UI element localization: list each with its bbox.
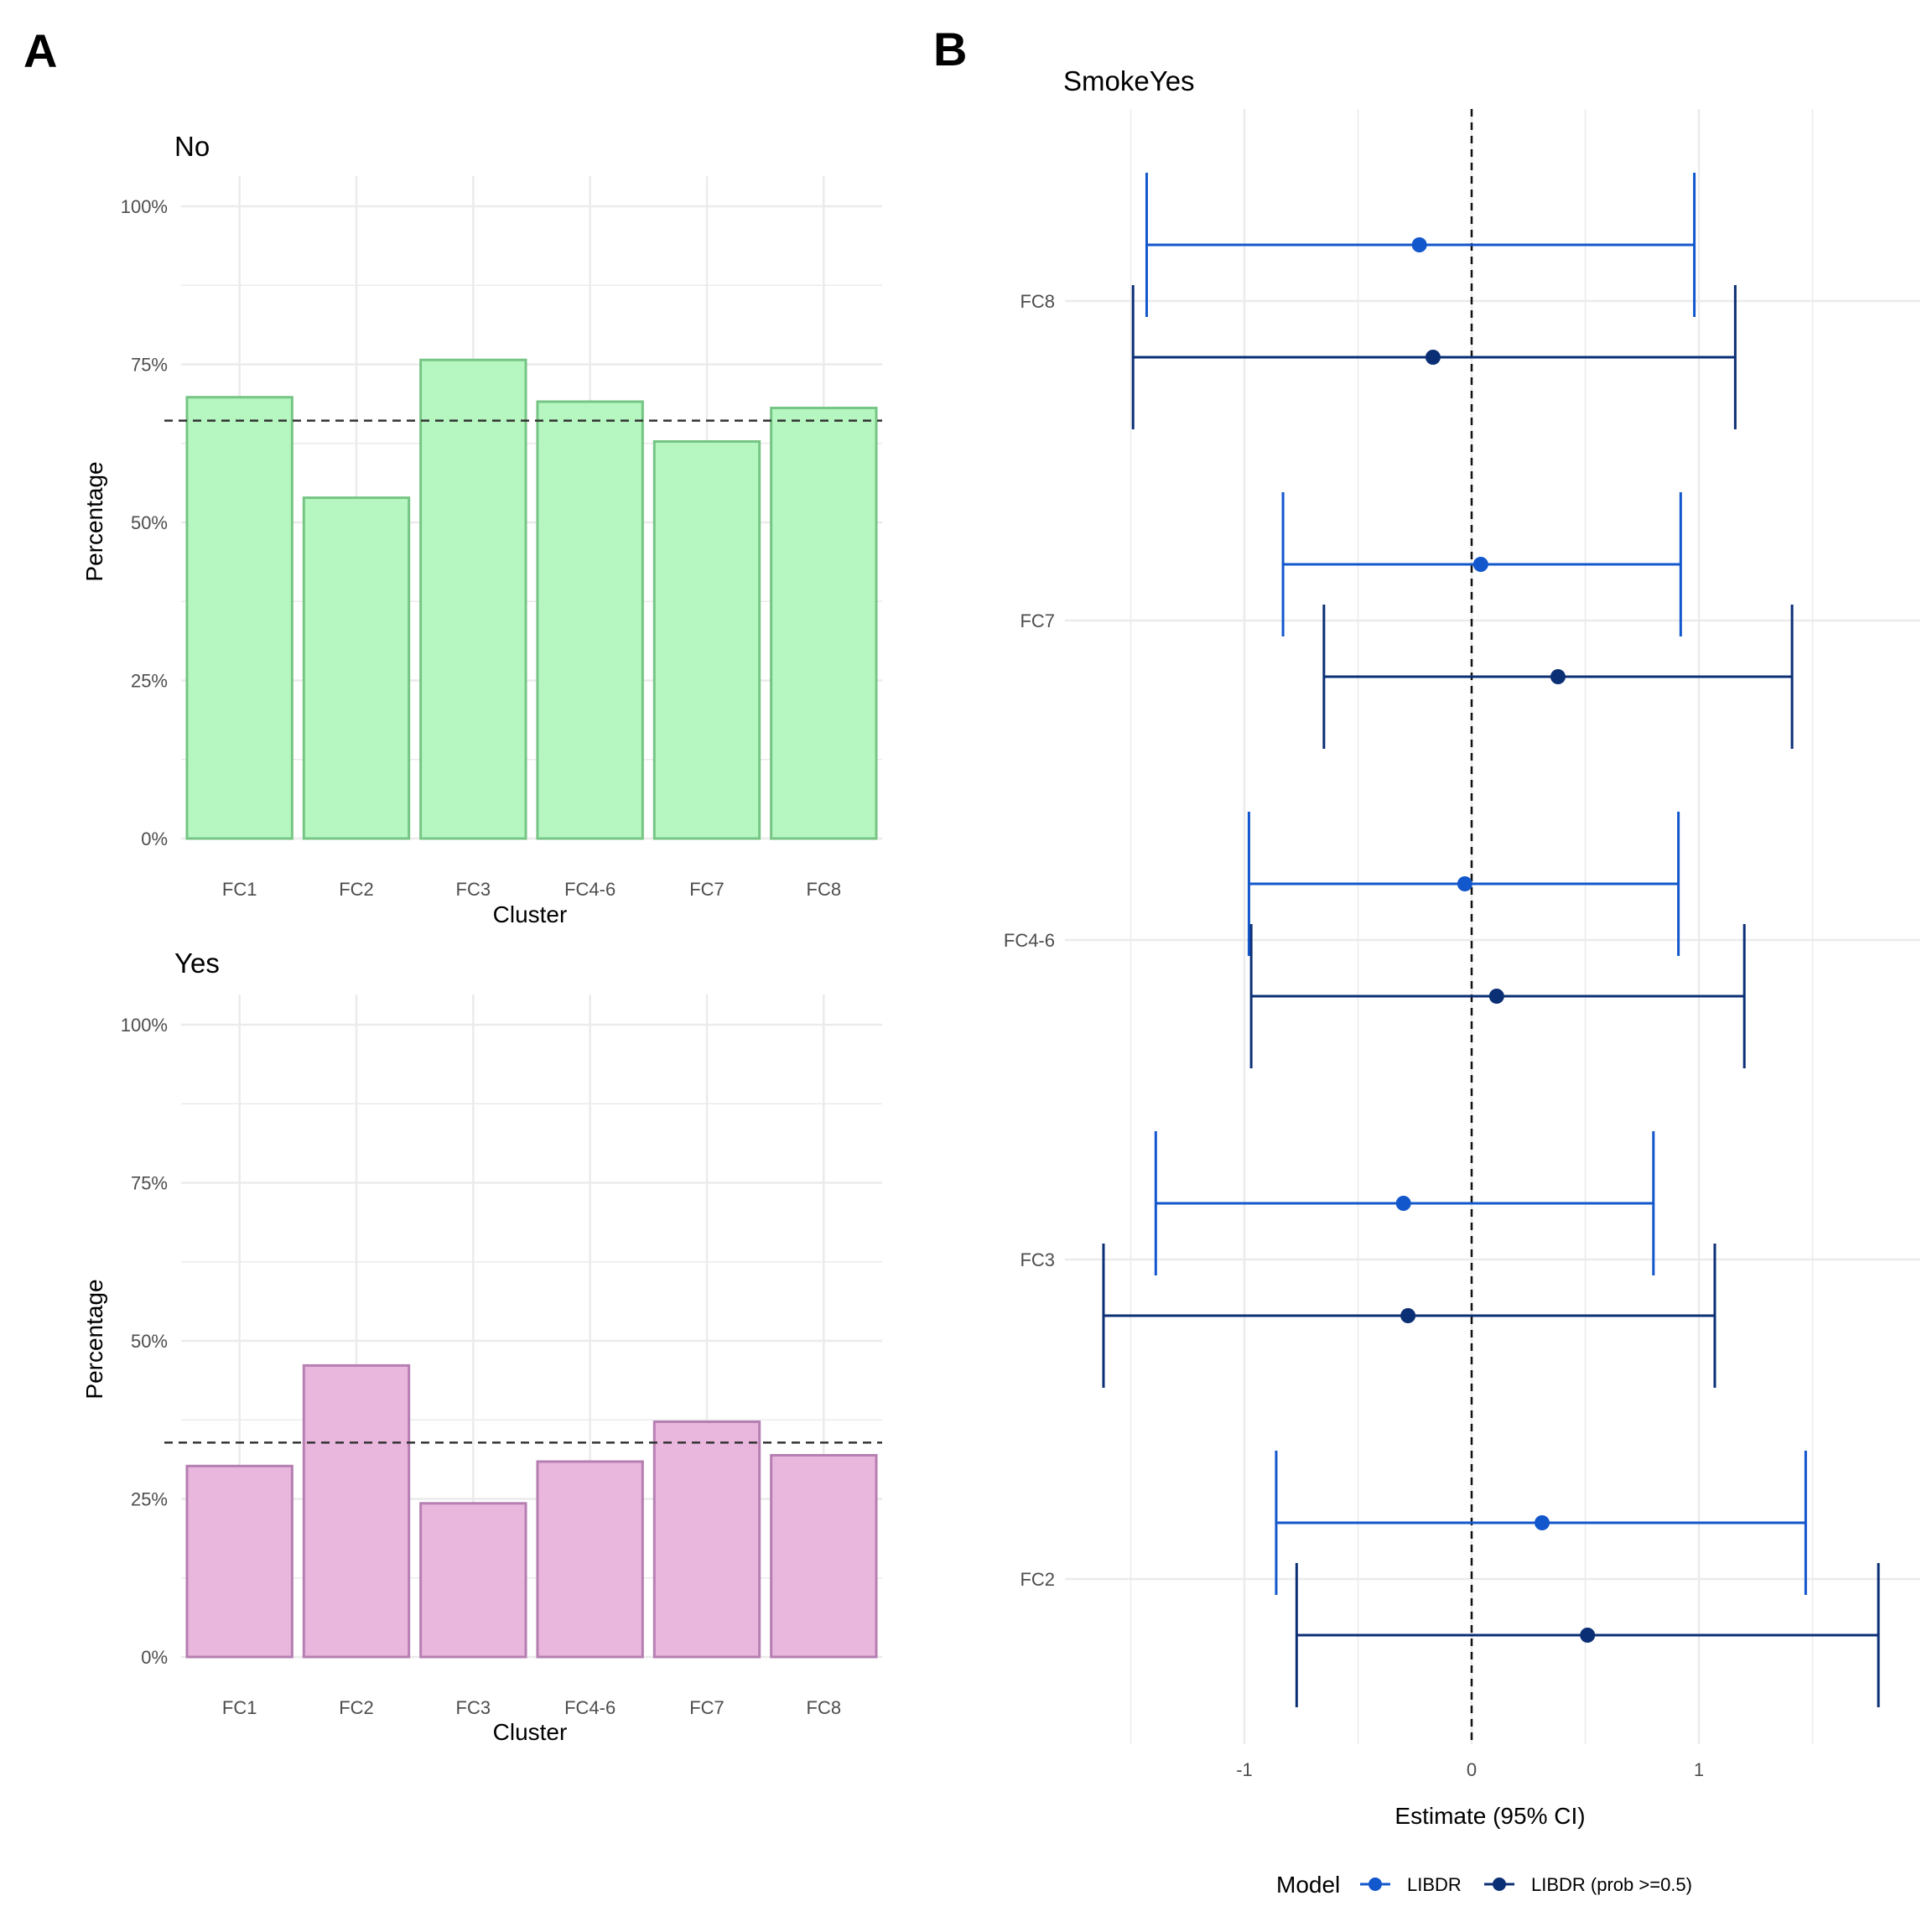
bar-no-fc4-6 [536, 400, 644, 840]
bar-no-fc1 [185, 396, 293, 840]
legend-title: Model [1276, 1872, 1340, 1898]
y-tick-label-yes: 0% [141, 1647, 168, 1668]
x-tick-label-yes: FC3 [456, 1697, 491, 1718]
x-tick-label-no: FC4-6 [564, 879, 615, 900]
bar-no-fc7 [652, 439, 761, 840]
x-tick-label-no: FC3 [456, 879, 491, 900]
x-tick-label-no: FC8 [807, 879, 842, 900]
y-axis-title-yes: Percentage [81, 1279, 107, 1399]
x-tick-label-forest: 0 [1467, 1759, 1477, 1780]
x-tick-label-yes: FC1 [222, 1697, 257, 1718]
x-tick-label-forest: 1 [1694, 1759, 1704, 1780]
x-tick-label-yes: FC2 [339, 1697, 374, 1718]
bar-yes-fc3 [419, 1502, 527, 1659]
bar-chart-no: No 0%25%50%75%100% FC1 FC2 FC3 FC4-6 FC7 FC8 … [81, 131, 882, 927]
bar-yes-fc1 [185, 1464, 293, 1659]
legend-item-libdr-prob: LIBDR (prob >=0.5) [1484, 1874, 1692, 1895]
bar-chart-yes: Yes 0% 25% 50% 75% 100% FC1 FC2 FC3 FC4-6 FC7 FC8… [81, 948, 882, 1745]
y-tick-label-no: 50% [131, 512, 168, 533]
x-tick-label-yes: FC4-6 [564, 1697, 615, 1718]
point-estimate-libdr-prob-fc3 [1400, 1308, 1416, 1323]
bar-no-fc2 [302, 496, 411, 840]
point-estimate-libdr-fc8 [1411, 237, 1427, 252]
point-estimate-libdr-fc7 [1472, 557, 1488, 572]
point-estimate-libdr-fc2 [1535, 1515, 1550, 1530]
legend-item-libdr: LIBDR [1360, 1874, 1462, 1895]
x-tick-label-no: FC7 [689, 879, 724, 900]
x-tick-label-no: FC2 [339, 879, 374, 900]
x-tick-label-yes: FC8 [807, 1697, 842, 1718]
chart-title-no: No [174, 131, 210, 162]
y-tick-label-yes: 50% [131, 1331, 168, 1352]
point-estimate-libdr-prob-fc4-6 [1488, 989, 1504, 1004]
x-tick-label-no: FC1 [222, 879, 257, 900]
panel-label-a: A [23, 24, 57, 77]
chart-title-forest: SmokeYes [1063, 65, 1195, 96]
legend-label-libdr: LIBDR [1407, 1874, 1462, 1895]
y-tick-label-forest: FC4-6 [1004, 930, 1055, 951]
chart-title-yes: Yes [174, 948, 220, 979]
y-tick-label-forest: FC7 [1020, 610, 1055, 631]
bar-no-fc3 [419, 358, 527, 840]
point-estimate-libdr-fc3 [1395, 1196, 1411, 1211]
x-tick-label-yes: FC7 [689, 1697, 724, 1718]
y-tick-label-no: 25% [131, 671, 168, 692]
y-tick-label-no: 100% [121, 196, 168, 217]
forest-plot-smokeyes: SmokeYes FC8 FC7 FC4-6 FC3 FC2 -1 0 1 Estimate… [1004, 65, 1920, 1829]
bar-no-fc8 [770, 407, 878, 840]
point-estimate-libdr-prob-fc7 [1550, 669, 1566, 684]
legend-key-point-libdr [1368, 1877, 1382, 1891]
bar-yes-fc8 [770, 1453, 878, 1659]
x-tick-label-forest: -1 [1236, 1759, 1253, 1780]
panel-label-b: B [933, 23, 967, 75]
bar-yes-fc4-6 [536, 1460, 644, 1659]
point-estimate-libdr-fc4-6 [1457, 876, 1472, 891]
bar-yes-fc2 [302, 1363, 411, 1659]
legend-key-point-libdr-prob [1493, 1877, 1506, 1891]
x-axis-title-forest: Estimate (95% CI) [1394, 1803, 1585, 1829]
y-tick-label-yes: 75% [131, 1173, 168, 1194]
legend-label-libdr-prob: LIBDR (prob >=0.5) [1531, 1874, 1692, 1895]
bar-yes-fc7 [652, 1420, 761, 1659]
y-tick-label-forest: FC3 [1020, 1249, 1055, 1270]
legend: Model LIBDR LIBDR (prob >=0.5) [1276, 1872, 1692, 1898]
y-tick-label-yes: 100% [121, 1015, 168, 1036]
x-axis-title-yes: Cluster [493, 1719, 568, 1745]
y-tick-label-forest: FC2 [1020, 1569, 1055, 1590]
y-axis-title-no: Percentage [81, 461, 107, 581]
point-estimate-libdr-prob-fc2 [1580, 1628, 1596, 1643]
point-estimate-libdr-prob-fc8 [1425, 350, 1441, 365]
y-tick-label-forest: FC8 [1020, 291, 1055, 312]
y-tick-label-no: 0% [141, 828, 168, 849]
y-tick-label-yes: 25% [131, 1489, 168, 1510]
x-axis-title-no: Cluster [493, 901, 568, 927]
y-tick-label-no: 75% [131, 355, 168, 376]
